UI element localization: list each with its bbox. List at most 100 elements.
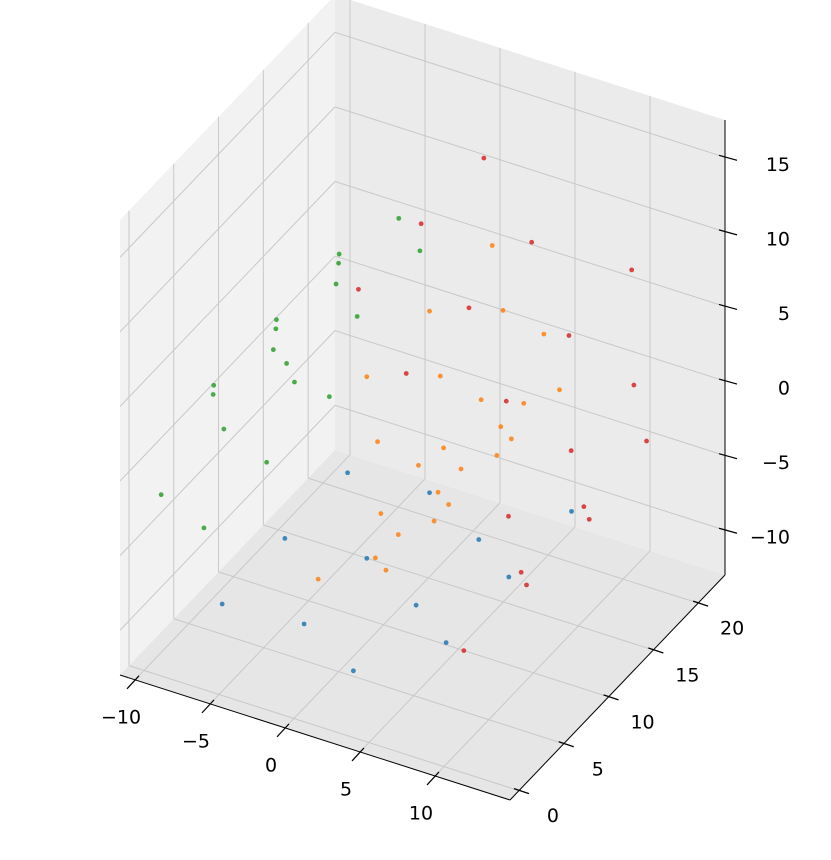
y-tick (692, 600, 709, 607)
point (345, 470, 350, 476)
point (264, 459, 270, 465)
grid-line (119, 255, 336, 482)
point (503, 398, 509, 404)
z-tick-label: −5 (762, 452, 790, 474)
x-tick (126, 675, 140, 690)
point (521, 400, 527, 406)
y-tick-label: 0 (547, 805, 559, 827)
point (413, 602, 419, 608)
point (458, 466, 464, 472)
grid-line (334, 106, 726, 233)
point (446, 502, 452, 507)
point (395, 532, 401, 537)
point (284, 361, 289, 366)
x-tick (276, 723, 290, 738)
grid-line (173, 618, 564, 745)
point (364, 374, 370, 380)
point (631, 382, 637, 388)
x-axis (119, 674, 511, 801)
grid-line (119, 330, 336, 557)
point (273, 326, 279, 332)
z-tick-label: −10 (750, 527, 790, 549)
x-tick-label: 10 (409, 802, 433, 824)
point (364, 555, 370, 561)
grid-line (209, 478, 426, 705)
point (301, 621, 307, 627)
point (443, 640, 449, 646)
point (518, 569, 524, 575)
y-tick-label: 20 (720, 618, 744, 640)
point (494, 453, 500, 458)
point (461, 648, 467, 653)
point (478, 397, 484, 403)
point (270, 347, 276, 353)
point (466, 305, 472, 311)
point (372, 555, 378, 561)
grid-line (307, 477, 699, 604)
grid-line (128, 665, 520, 792)
x-tick (426, 771, 440, 786)
y-tick-label: 15 (675, 665, 699, 687)
point (378, 511, 384, 516)
x-tick-label: −5 (182, 730, 210, 752)
y-tick-label: 5 (592, 758, 604, 780)
point (435, 489, 441, 495)
point (581, 504, 587, 510)
point (541, 331, 547, 337)
z-tick (718, 154, 738, 161)
z-tick-label: 15 (766, 154, 790, 176)
point (383, 567, 389, 573)
grid-line (119, 181, 336, 407)
y-tick (558, 741, 574, 748)
z-tick (718, 453, 738, 460)
z-tick (718, 527, 738, 534)
y-tick (603, 694, 619, 701)
y-tick (648, 647, 664, 654)
point (566, 333, 572, 338)
z-tick-label: 5 (778, 303, 790, 325)
point (586, 516, 592, 522)
x-tick (351, 747, 365, 762)
point (427, 490, 432, 496)
point (500, 308, 506, 313)
point (354, 314, 360, 319)
grid-line (134, 454, 351, 681)
point (506, 513, 511, 519)
point (350, 668, 356, 674)
y-tick (513, 788, 530, 795)
x-tick-label: 5 (340, 778, 352, 800)
point (210, 392, 216, 397)
y-tick-label: 10 (630, 711, 654, 733)
z-tick (718, 229, 738, 236)
point (557, 387, 562, 393)
point (437, 373, 443, 379)
grid-line (119, 404, 336, 631)
point (489, 243, 495, 248)
grid-line (119, 106, 336, 333)
point (508, 436, 514, 442)
grid-line (359, 526, 576, 753)
point (568, 448, 574, 454)
x-tick-label: 0 (265, 754, 277, 776)
point (431, 518, 437, 524)
point (326, 394, 332, 400)
point (416, 462, 421, 468)
point (292, 379, 297, 385)
point (506, 574, 512, 580)
x-tick (201, 699, 215, 714)
z-tick-label: 10 (766, 228, 790, 250)
point (274, 317, 279, 323)
point (403, 371, 409, 376)
grid-line (218, 571, 609, 698)
point (158, 492, 164, 498)
grid-line (334, 330, 726, 457)
back-pane (335, 0, 725, 575)
point (629, 267, 635, 273)
point (498, 424, 504, 430)
point (529, 239, 535, 245)
point (211, 382, 217, 388)
point (336, 260, 341, 266)
z-tick (718, 303, 738, 311)
point (315, 576, 321, 582)
